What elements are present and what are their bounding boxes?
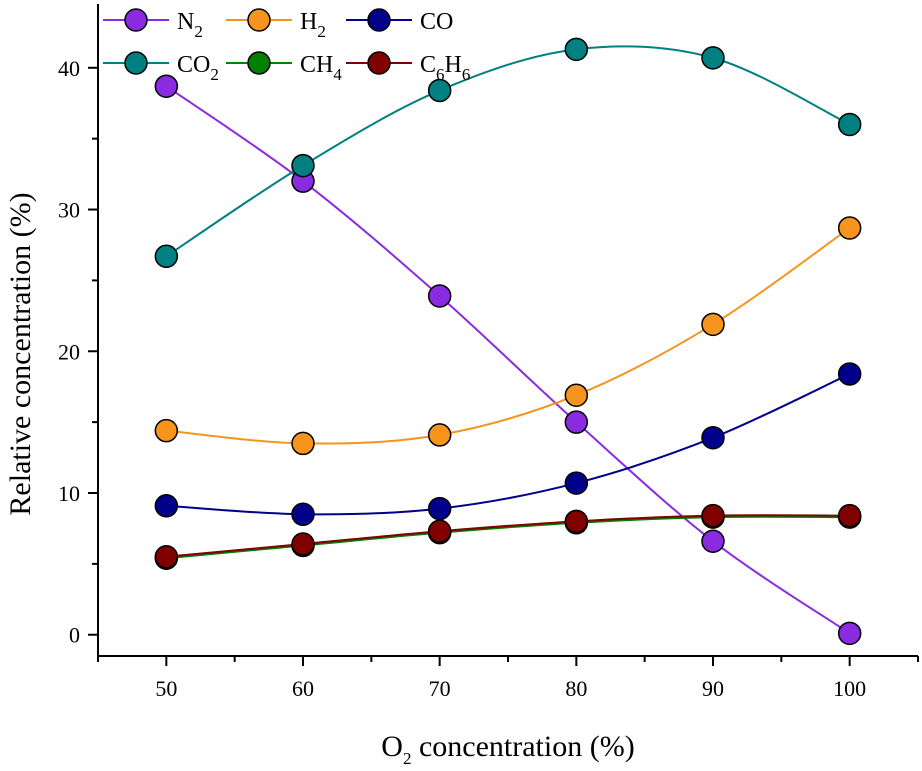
- legend-label-subscript: 6: [436, 65, 445, 84]
- series-line-ch4: [166, 515, 850, 560]
- legend-item-co: CO: [346, 8, 453, 35]
- legend-label-part: CH: [300, 52, 333, 78]
- legend-label-part: CO: [420, 9, 453, 35]
- legend-label-part: H: [445, 52, 462, 78]
- legend-label-part: H: [300, 9, 317, 35]
- legend-item-c6h6: C6H6: [346, 51, 470, 84]
- legend-label-subscript: 2: [210, 65, 219, 84]
- series-line-c6h6: [166, 514, 850, 558]
- legend-label-subscript: 2: [194, 22, 203, 41]
- data-point-n2: [837, 621, 862, 646]
- data-point-co2: [701, 46, 725, 70]
- data-point-co: [427, 496, 452, 521]
- x-tick-label: 100: [833, 676, 866, 701]
- data-point-h2: [291, 431, 315, 456]
- data-point-co: [564, 471, 589, 495]
- data-point-co2: [291, 153, 315, 178]
- y-tick-label: 40: [58, 56, 80, 81]
- legend-label-n2: N2: [177, 9, 203, 41]
- data-point-c6h6: [291, 532, 315, 556]
- data-point-c6h6: [427, 519, 452, 544]
- legend-item-n2: N2: [103, 8, 203, 41]
- y-axis-title: Relative concentration (%): [4, 192, 37, 515]
- x-tick-label: 70: [429, 676, 451, 701]
- legend-label-subscript: 2: [317, 22, 326, 41]
- y-tick-label: 20: [58, 339, 80, 364]
- y-tick-label: 10: [58, 481, 80, 506]
- series-line-co: [166, 373, 851, 516]
- data-point-co2: [564, 37, 589, 62]
- x-tick-label: 60: [292, 676, 314, 701]
- series-line-h2: [166, 227, 851, 445]
- legend-label-co2: CO2: [177, 52, 219, 84]
- legend-label-h2: H2: [300, 9, 326, 41]
- data-point-co: [701, 425, 725, 450]
- series-layer: [154, 37, 862, 646]
- series-c6h6: [154, 503, 862, 569]
- x-axis-title-sub: 2: [403, 749, 412, 768]
- x-tick-label: 90: [702, 676, 724, 701]
- legend-item-ch4: CH4: [226, 51, 342, 84]
- data-point-co: [291, 502, 315, 527]
- x-tick-label: 50: [155, 676, 177, 701]
- data-point-c6h6: [564, 509, 589, 534]
- legend-marker-c6h6: [367, 51, 391, 75]
- legend-label-part: N: [177, 9, 194, 35]
- x-axis-title: O2 concentration (%): [381, 730, 634, 768]
- legend-label-c6h6: C6H6: [420, 52, 470, 84]
- y-tick-label: 30: [58, 198, 80, 223]
- legend-label-subscript: 6: [462, 65, 471, 84]
- series-n2: [154, 74, 862, 646]
- data-point-co: [154, 494, 179, 518]
- data-point-h2: [837, 216, 862, 240]
- data-point-n2: [427, 284, 452, 308]
- legend-label-subscript: 4: [333, 65, 342, 84]
- x-axis-title-suffix: concentration (%): [411, 730, 634, 763]
- data-point-co2: [427, 78, 452, 103]
- x-tick-label: 80: [565, 676, 587, 701]
- legend-marker-co2: [124, 51, 148, 75]
- legend-marker-co: [367, 8, 391, 32]
- data-point-c6h6: [837, 503, 862, 528]
- data-point-h2: [154, 418, 179, 443]
- data-point-n2: [701, 529, 725, 553]
- legend-marker-h2: [247, 8, 271, 32]
- data-point-h2: [701, 312, 725, 337]
- series-h2: [154, 216, 862, 456]
- axes: 50 60 70 80 90 100 0 10 20 30 40: [58, 4, 919, 701]
- legend-label-part: CO: [177, 52, 210, 78]
- legend-item-h2: H2: [226, 8, 326, 41]
- y-tick-label: 0: [69, 623, 80, 648]
- series-line-co2: [165, 45, 851, 258]
- legend-item-co2: CO2: [103, 51, 219, 84]
- legend-marker-n2: [124, 8, 148, 32]
- legend-label-co: CO: [420, 9, 453, 35]
- data-point-n2: [564, 410, 589, 434]
- series-co2: [154, 37, 862, 269]
- data-point-h2: [427, 423, 452, 447]
- data-point-c6h6: [701, 503, 725, 528]
- series-co: [154, 362, 862, 527]
- legend-label-ch4: CH4: [300, 52, 342, 84]
- data-point-n2: [154, 74, 179, 98]
- data-point-h2: [564, 383, 589, 407]
- legend-label-part: C: [420, 52, 436, 78]
- data-point-c6h6: [154, 545, 179, 569]
- data-point-co: [837, 362, 862, 386]
- data-point-co2: [154, 244, 179, 269]
- series-line-n2: [165, 85, 851, 635]
- x-axis-title-prefix: O: [381, 730, 403, 763]
- data-point-co2: [837, 112, 862, 137]
- legend-marker-ch4: [247, 51, 271, 75]
